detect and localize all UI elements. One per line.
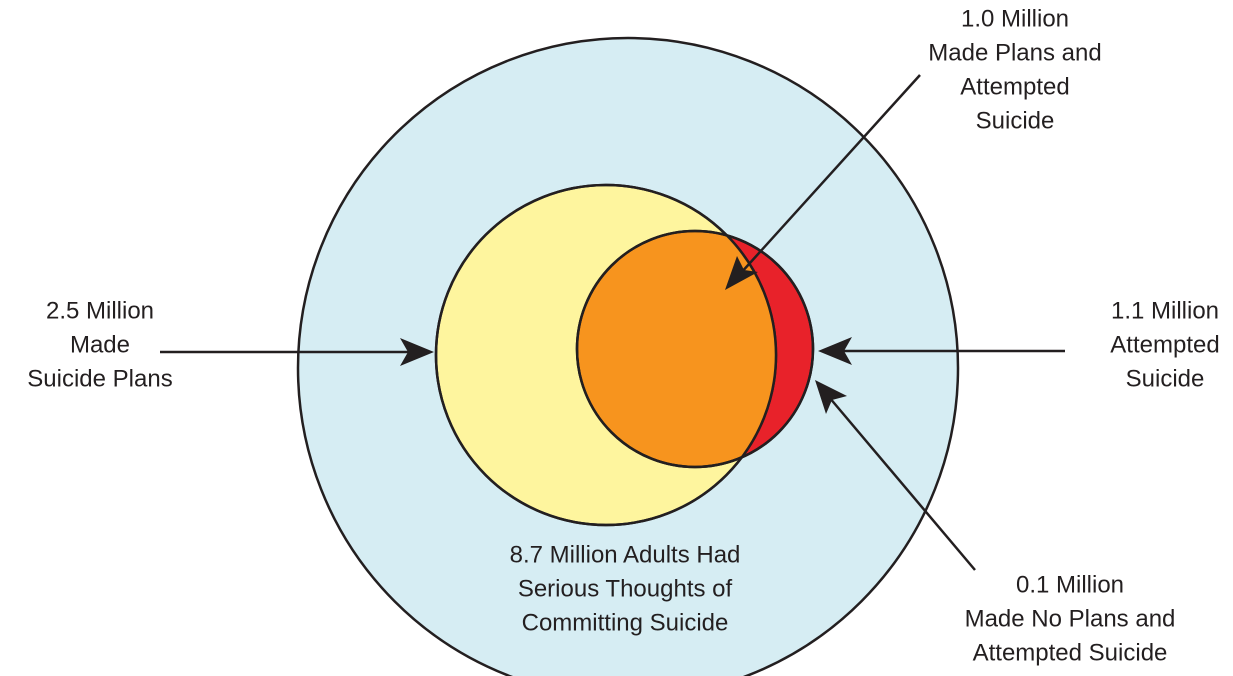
label-line: Suicide [1126, 365, 1205, 392]
label-line: 8.7 Million Adults Had [510, 541, 741, 568]
label-line: Attempted [1110, 331, 1219, 358]
label-line: 1.1 Million [1111, 297, 1219, 324]
orange-outline [575, 229, 815, 469]
arrow-line [828, 396, 976, 571]
label-line: Suicide [976, 107, 1055, 134]
arrow-line [739, 74, 921, 275]
label-line: 0.1 Million [1016, 571, 1124, 598]
label-line: Attempted [960, 73, 1069, 100]
arrows [160, 74, 1065, 571]
label-line: Made No Plans and [965, 605, 1176, 632]
label-line: Committing Suicide [522, 609, 729, 636]
label-line: Suicide Plans [27, 365, 172, 392]
yellow-outline [434, 183, 778, 527]
label-line: Serious Thoughts of [518, 575, 733, 602]
label-line: Attempted Suicide [973, 639, 1168, 666]
arrow-head [818, 337, 852, 365]
labels: 8.7 Million Adults Had Serious Thoughts o… [27, 5, 1219, 666]
arrow-head [400, 338, 434, 366]
arrow-head [725, 256, 758, 290]
arrow-head [815, 380, 847, 414]
label-line: 2.5 Million [46, 297, 154, 324]
label-line: Made Plans and [928, 39, 1101, 66]
label-line: Made [70, 331, 130, 358]
label-line: 1.0 Million [961, 5, 1069, 32]
